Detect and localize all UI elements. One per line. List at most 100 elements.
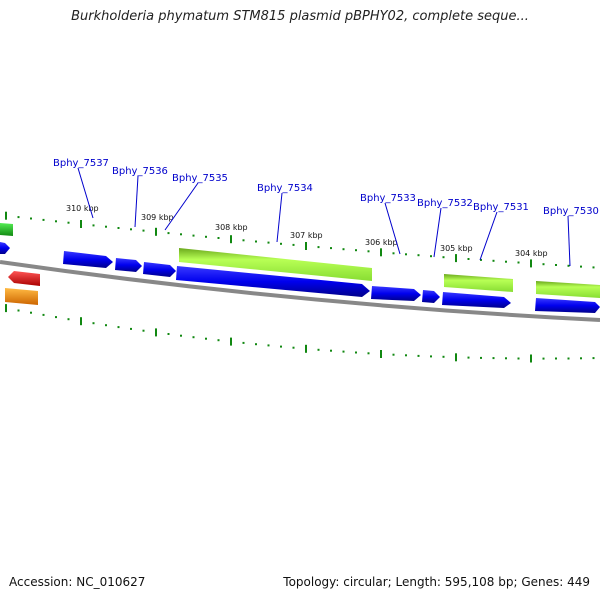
cds-feature[interactable] bbox=[442, 292, 511, 308]
red-feature[interactable] bbox=[8, 271, 40, 286]
major-tick bbox=[80, 317, 82, 326]
outer-tick-row bbox=[5, 211, 595, 269]
gene-feature[interactable] bbox=[536, 281, 600, 298]
cds-track bbox=[0, 242, 600, 313]
major-tick bbox=[80, 220, 82, 228]
minor-tick bbox=[180, 334, 182, 337]
minor-tick bbox=[592, 266, 595, 269]
kbp-label: 310 kbp bbox=[66, 204, 99, 213]
cds-feature[interactable] bbox=[422, 290, 440, 303]
leader-line bbox=[276, 192, 283, 243]
minor-tick bbox=[342, 248, 345, 251]
minor-tick bbox=[67, 221, 70, 224]
minor-tick bbox=[130, 327, 132, 330]
minor-tick bbox=[92, 322, 95, 325]
major-tick bbox=[305, 344, 307, 353]
minor-tick bbox=[30, 311, 32, 314]
minor-tick bbox=[30, 217, 32, 220]
minor-tick bbox=[542, 263, 545, 266]
kbp-label: 307 kbp bbox=[290, 231, 323, 240]
minor-tick bbox=[142, 329, 145, 332]
gene-label-bphy-7534[interactable]: Bphy_7534 bbox=[257, 183, 313, 194]
minor-tick bbox=[592, 357, 595, 360]
minor-tick bbox=[405, 253, 407, 256]
major-tick bbox=[455, 353, 457, 362]
minor-tick bbox=[567, 357, 570, 360]
major-tick bbox=[230, 235, 232, 244]
minor-tick bbox=[392, 353, 395, 356]
minor-tick bbox=[317, 246, 320, 249]
gene-feature[interactable] bbox=[0, 223, 13, 236]
minor-tick bbox=[242, 239, 245, 242]
minor-tick bbox=[317, 348, 320, 351]
minor-tick bbox=[117, 326, 120, 329]
minor-tick bbox=[430, 355, 432, 358]
minor-tick bbox=[405, 354, 407, 357]
minor-tick bbox=[492, 357, 495, 360]
gene-label-bphy-7535[interactable]: Bphy_7535 bbox=[172, 173, 228, 184]
minor-tick bbox=[55, 316, 57, 319]
major-tick bbox=[455, 254, 457, 263]
minor-tick bbox=[292, 346, 295, 349]
kbp-label: 308 kbp bbox=[215, 223, 248, 232]
minor-tick bbox=[242, 341, 245, 344]
cds-feature[interactable] bbox=[115, 258, 142, 272]
minor-tick bbox=[42, 313, 45, 316]
minor-tick bbox=[205, 337, 207, 340]
orange-feature[interactable] bbox=[5, 288, 38, 305]
minor-tick bbox=[267, 344, 270, 347]
minor-tick bbox=[517, 357, 520, 360]
minor-tick bbox=[430, 255, 432, 258]
major-tick bbox=[530, 354, 532, 363]
minor-tick bbox=[55, 220, 57, 223]
minor-tick bbox=[505, 260, 507, 263]
minor-tick bbox=[367, 250, 370, 253]
cds-feature[interactable] bbox=[176, 266, 370, 297]
minor-tick bbox=[580, 265, 582, 268]
gene-label-bphy-7532[interactable]: Bphy_7532 bbox=[417, 198, 473, 209]
minor-tick bbox=[217, 339, 220, 342]
minor-tick bbox=[167, 232, 170, 235]
gene-label-bphy-7536[interactable]: Bphy_7536 bbox=[112, 166, 168, 177]
minor-tick bbox=[467, 356, 470, 359]
leader-line bbox=[77, 167, 94, 219]
cds-feature[interactable] bbox=[0, 242, 10, 254]
gene-feature[interactable] bbox=[444, 274, 513, 292]
leader-line bbox=[433, 207, 442, 258]
leader-line bbox=[164, 182, 199, 231]
major-tick bbox=[305, 242, 307, 250]
minor-tick bbox=[580, 357, 582, 360]
kbp-scale: 310 kbp 309 kbp 308 kbp 307 kbp 306 kbp … bbox=[66, 204, 548, 258]
gene-label-bphy-7530[interactable]: Bphy_7530 bbox=[543, 206, 599, 217]
minor-tick bbox=[505, 357, 507, 360]
major-tick bbox=[5, 304, 7, 313]
cds-feature[interactable] bbox=[371, 286, 421, 301]
minor-tick bbox=[105, 225, 107, 228]
minor-tick bbox=[417, 254, 420, 257]
major-tick bbox=[380, 248, 382, 257]
minor-tick bbox=[105, 324, 107, 327]
minor-tick bbox=[330, 247, 332, 250]
minor-tick bbox=[67, 318, 70, 321]
minor-tick bbox=[92, 224, 95, 227]
cds-feature[interactable] bbox=[63, 251, 113, 268]
gene-label-bphy-7533[interactable]: Bphy_7533 bbox=[360, 193, 416, 204]
minor-tick bbox=[142, 229, 145, 232]
minor-tick bbox=[267, 241, 270, 244]
cds-feature[interactable] bbox=[143, 262, 176, 277]
minor-tick bbox=[330, 349, 332, 352]
kbp-label: 304 kbp bbox=[515, 249, 548, 258]
leader-line bbox=[479, 211, 498, 261]
minor-tick bbox=[555, 357, 557, 360]
leader-line bbox=[384, 202, 401, 255]
minor-tick bbox=[355, 351, 357, 354]
minor-tick bbox=[217, 237, 220, 239]
gene-label-bphy-7537[interactable]: Bphy_7537 bbox=[53, 158, 109, 169]
gene-label-bphy-7531[interactable]: Bphy_7531 bbox=[473, 202, 529, 213]
cds-feature[interactable] bbox=[535, 298, 600, 313]
kbp-label: 305 kbp bbox=[440, 244, 473, 253]
gene-feature[interactable] bbox=[179, 248, 372, 281]
minor-tick bbox=[117, 227, 120, 229]
plasmid-backbone bbox=[0, 260, 600, 322]
